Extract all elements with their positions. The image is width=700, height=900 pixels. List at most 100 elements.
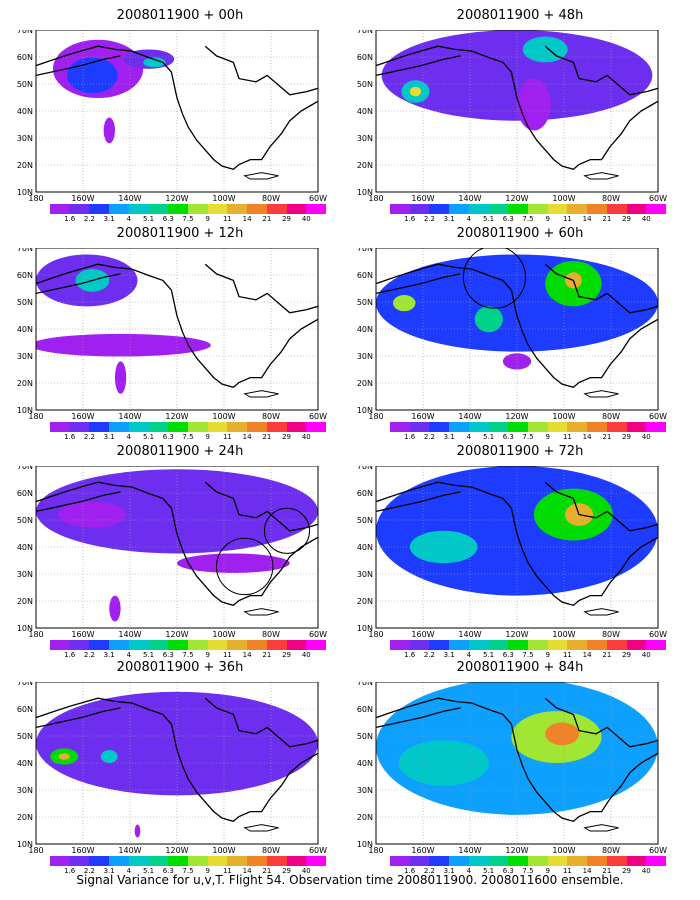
colorbar-label: 11 — [562, 651, 572, 659]
colorbar-label: 40 — [301, 651, 311, 659]
colorbar-swatch — [587, 204, 607, 214]
colorbar-swatch — [286, 856, 307, 866]
colorbar-label: 29 — [622, 867, 632, 875]
colorbar-label: 5.1 — [142, 867, 155, 875]
coastline — [204, 45, 318, 96]
colorbar-swatch — [449, 640, 469, 650]
colorbar-label: 2.2 — [423, 433, 435, 441]
plot-frame — [375, 248, 659, 411]
lon-tick-label: 120W — [505, 412, 528, 420]
variance-shade — [100, 750, 118, 763]
coastline-layer — [376, 481, 658, 616]
coastline — [36, 55, 121, 77]
map-panel-24h: 2008011900 + 24h 70N 60N 50N 40N 30N 20N 10N 18… — [10, 444, 350, 662]
lat-tick-label: 10N — [357, 188, 373, 197]
lat-tick-label: 30N — [357, 134, 373, 143]
lon-tick-label: 60W — [649, 412, 667, 420]
lon-tick-label: 80W — [602, 846, 620, 854]
colorbar-swatch — [306, 856, 327, 866]
colorbar-label: 4 — [466, 651, 472, 659]
lon-tick-label: 160W — [71, 846, 94, 854]
colorbar-label: 29 — [622, 215, 632, 223]
colorbar-swatch — [247, 640, 267, 650]
colorbar-label: 14 — [242, 867, 252, 875]
variance-shade — [398, 740, 489, 786]
colorbar-swatch — [109, 204, 129, 214]
variance-shade — [58, 501, 127, 528]
lon-tick-label: 60W — [649, 630, 667, 638]
colorbar-label: 3.1 — [443, 215, 455, 223]
lat-tick-label: 30N — [17, 570, 33, 579]
colorbar-swatch — [207, 640, 228, 650]
colorbar-label: 2.2 — [423, 867, 435, 875]
colorbar-swatch — [207, 422, 228, 432]
colorbar-swatch — [488, 204, 509, 214]
colorbar-swatch — [606, 204, 627, 214]
colorbar-swatch — [508, 640, 529, 650]
lon-tick-label: 120W — [505, 194, 528, 202]
colorbar-label: 6.3 — [502, 651, 514, 659]
colorbar-swatch — [646, 422, 667, 432]
colorbar-swatch — [227, 422, 248, 432]
plot-frame — [375, 30, 659, 193]
shading-layer — [376, 254, 658, 370]
colorbar-swatch — [409, 422, 430, 432]
colorbar-swatch — [109, 856, 129, 866]
colorbar-swatch — [547, 856, 568, 866]
colorbar-swatch — [128, 204, 149, 214]
variance-shade — [517, 78, 551, 131]
variance-shade — [134, 824, 141, 838]
colorbar: 1.6 2.2 3.1 4 5.1 6.3 7.5 9 11 14 21 29 40 — [390, 422, 667, 444]
lat-tick-label: 10N — [17, 406, 33, 415]
colorbar-swatches — [390, 422, 667, 432]
lon-tick-label: 100W — [212, 846, 235, 854]
coastline — [544, 481, 658, 532]
lon-tick-label: 100W — [212, 630, 235, 638]
colorbar-swatch — [188, 422, 208, 432]
lat-tick-label: 30N — [17, 786, 33, 795]
lon-tick-label: 140W — [118, 630, 141, 638]
panel-title: 2008011900 + 24h — [116, 444, 244, 459]
colorbar-swatch — [567, 856, 588, 866]
colorbar-label: 4 — [126, 867, 132, 875]
colorbar-label: 29 — [622, 433, 632, 441]
lat-tick-label: 20N — [357, 161, 373, 170]
colorbar-swatches — [50, 856, 327, 866]
coastline — [583, 390, 619, 398]
colorbar-swatch — [409, 856, 430, 866]
lat-tick-label: 70N — [17, 466, 33, 471]
colorbar-labels: 1.6 2.2 3.1 4 5.1 6.3 7.5 9 11 14 21 29 40 — [50, 432, 326, 442]
variance-shade — [143, 57, 166, 68]
lon-tick-label: 120W — [165, 194, 188, 202]
target-circle — [462, 248, 526, 309]
colorbar-swatch — [409, 204, 430, 214]
lat-tick-label: 60N — [17, 271, 33, 280]
lon-tick-label: 160W — [71, 194, 94, 202]
lat-tick-label: 60N — [17, 53, 33, 62]
colorbar-label: 9 — [205, 867, 210, 875]
colorbar-label: 2.2 — [423, 215, 435, 223]
coastline-layer — [376, 45, 658, 180]
lon-tick-label: 100W — [552, 194, 575, 202]
variance-shade — [109, 595, 121, 622]
colorbar-swatch — [626, 422, 647, 432]
colorbar-label: 14 — [582, 215, 592, 223]
coastline — [243, 390, 279, 398]
target-circle — [263, 507, 311, 554]
colorbar-label: 3.1 — [103, 651, 115, 659]
colorbar-label: 21 — [262, 651, 272, 659]
colorbar-swatches — [50, 422, 327, 432]
colorbar-swatch — [89, 204, 110, 214]
colorbar-swatch — [50, 640, 70, 650]
lon-tick-label: 120W — [165, 846, 188, 854]
lon-tick-label: 180 — [368, 630, 383, 638]
colorbar-label: 6.3 — [502, 867, 514, 875]
lon-tick-label: 180 — [368, 846, 383, 854]
colorbar-swatch — [547, 640, 568, 650]
coastline — [376, 45, 658, 171]
lat-tick-label: 20N — [17, 813, 33, 822]
coastline — [376, 491, 461, 513]
coastline — [36, 45, 318, 171]
map-panel-72h: 2008011900 + 72h 70N 60N 50N 40N 30N 20N 10N 18… — [350, 444, 690, 662]
